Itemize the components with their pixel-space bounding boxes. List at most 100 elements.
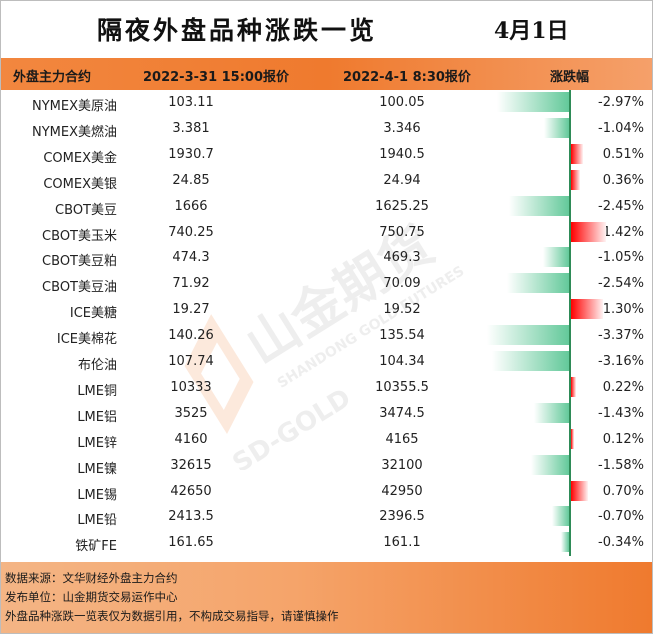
change-percent: -0.70% (598, 509, 644, 525)
contract-name: LME锌 (77, 435, 117, 451)
price-before: 10333 (170, 379, 212, 395)
change-percent: 1.30% (602, 302, 644, 318)
price-after: 3.346 (383, 120, 421, 136)
title-bar: 隔夜外盘品种涨跌一览 4月1日 (1, 1, 652, 58)
contract-name: 铁矿FE (75, 539, 117, 555)
price-after: 161.1 (383, 535, 421, 551)
change-bar (571, 169, 580, 190)
change-percent: -2.97% (598, 95, 644, 110)
change-percent: -0.34% (598, 535, 644, 551)
change-bar (492, 351, 569, 371)
contract-name: CBOT美豆粕 (42, 254, 117, 270)
table-row: CBOT美玉米 740.25 750.75 1.42% (1, 220, 652, 246)
change-percent: -3.16% (598, 354, 644, 369)
change-percent: 0.22% (602, 379, 644, 395)
change-percent: 1.42% (602, 224, 644, 240)
table-row: LME锌 4160 4165 0.12% (1, 427, 652, 453)
header-contract: 外盘主力合约 (13, 70, 92, 85)
change-bar (571, 428, 574, 449)
price-before: 740.25 (168, 224, 214, 240)
change-bar (530, 454, 569, 475)
price-before: 2413.5 (168, 509, 214, 525)
change-bar (543, 117, 569, 138)
table-row: LME铝 3525 3474.5 -1.43% (1, 401, 652, 427)
price-before: 1666 (174, 198, 208, 214)
footer: 数据来源：文华财经外盘主力合约 发布单位：山金期货交易运作中心 外盘品种涨跌一览… (1, 562, 652, 633)
price-before: 103.11 (168, 95, 214, 110)
price-before: 474.3 (172, 250, 210, 266)
contract-name: COMEX美金 (43, 150, 117, 166)
change-bar (496, 92, 569, 112)
contract-name: NYMEX美原油 (31, 99, 117, 114)
price-before: 140.26 (168, 328, 214, 344)
change-percent: -3.37% (598, 328, 644, 344)
change-bar (571, 376, 577, 397)
contract-name: NYMEX美燃油 (31, 124, 117, 140)
price-before: 107.74 (168, 354, 214, 369)
contract-name: LME铜 (77, 383, 117, 399)
price-after: 10355.5 (375, 379, 429, 395)
price-after: 3474.5 (379, 405, 425, 421)
table-row: ICE美棉花 140.26 135.54 -3.37% (1, 323, 652, 349)
price-after: 32100 (381, 457, 423, 473)
price-after: 42950 (381, 483, 423, 499)
price-after: 2396.5 (379, 509, 425, 525)
contract-name: 布伦油 (77, 358, 117, 373)
change-bar (543, 247, 569, 268)
table-row: LME铅 2413.5 2396.5 -0.70% (1, 504, 652, 530)
price-after: 24.94 (383, 172, 421, 188)
report-date: 4月1日 (494, 18, 569, 44)
table-row: LME铜 10333 10355.5 0.22% (1, 375, 652, 401)
change-percent: 0.51% (602, 146, 644, 162)
price-before: 3.381 (172, 120, 210, 136)
change-percent: -1.04% (598, 120, 644, 136)
change-bar (560, 532, 569, 553)
footer-disclaimer: 外盘品种涨跌一览表仅为数据引用，不构成交易指导，请谨慎操作 (5, 609, 339, 623)
price-before: 4160 (174, 431, 208, 447)
table-row: CBOT美豆 1666 1625.25 -2.45% (1, 194, 652, 220)
table-header: 外盘主力合约 2022-3-31 15:00报价 2022-4-1 8:30报价… (1, 58, 652, 90)
page-title: 隔夜外盘品种涨跌一览 (97, 16, 378, 45)
change-percent: -1.05% (598, 250, 644, 266)
change-percent: 0.36% (602, 172, 644, 188)
header-change: 涨跌幅 (550, 70, 590, 85)
header-price-1: 2022-3-31 15:00报价 (143, 70, 290, 85)
table-row: NYMEX美原油 103.11 100.05 -2.97% (1, 90, 652, 116)
change-percent: -1.58% (598, 457, 644, 473)
price-after: 469.3 (383, 250, 421, 266)
price-after: 1625.25 (375, 198, 429, 214)
table-row: CBOT美豆粕 474.3 469.3 -1.05% (1, 245, 652, 271)
table-row: COMEX美金 1930.7 1940.5 0.51% (1, 142, 652, 168)
header-price-2: 2022-4-1 8:30报价 (343, 70, 471, 85)
change-bar (551, 506, 569, 527)
change-percent: 0.70% (602, 483, 644, 499)
table-row: LME锡 42650 42950 0.70% (1, 479, 652, 505)
footer-source: 数据来源：文华财经外盘主力合约 (5, 571, 178, 585)
change-bar (487, 325, 569, 346)
contract-name: LME铝 (77, 409, 117, 425)
contract-name: LME锡 (77, 487, 117, 503)
change-bar (507, 273, 569, 294)
change-percent: 0.12% (602, 431, 644, 447)
price-after: 70.09 (383, 276, 421, 292)
change-bar (571, 299, 603, 320)
price-before: 24.85 (172, 172, 210, 188)
table-row: LME镍 32615 32100 -1.58% (1, 453, 652, 479)
price-after: 750.75 (379, 224, 425, 240)
price-before: 42650 (170, 483, 212, 499)
price-after: 100.05 (379, 95, 425, 110)
table-row: NYMEX美燃油 3.381 3.346 -1.04% (1, 116, 652, 142)
price-before: 1930.7 (168, 146, 214, 162)
table-row: 铁矿FE 161.65 161.1 -0.34% (1, 530, 652, 556)
table-row: ICE美糖 19.27 19.52 1.30% (1, 297, 652, 323)
change-bar (571, 480, 588, 501)
price-before: 19.27 (172, 302, 210, 318)
change-bar (571, 143, 584, 164)
contract-name: CBOT美豆油 (42, 280, 117, 296)
price-after: 135.54 (379, 328, 425, 344)
contract-name: CBOT美玉米 (42, 228, 117, 244)
table-row: COMEX美银 24.85 24.94 0.36% (1, 168, 652, 194)
contract-name: CBOT美豆 (55, 202, 117, 218)
table-row: CBOT美豆油 71.92 70.09 -2.54% (1, 271, 652, 297)
price-after: 4165 (385, 431, 419, 447)
